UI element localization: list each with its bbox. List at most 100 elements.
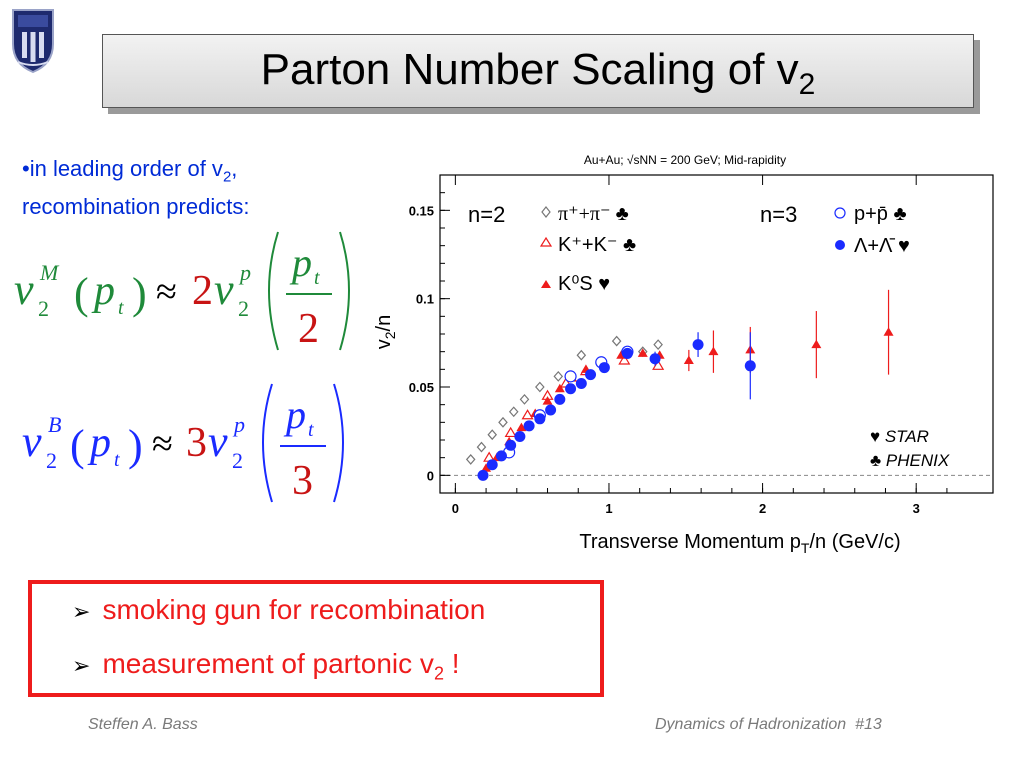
footer-title-page: Dynamics of Hadronization #13 (655, 716, 882, 733)
footer-author: Steffen A. Bass (88, 716, 198, 733)
eq1-lparen: ( (74, 269, 89, 318)
eq2-v2: v (208, 417, 228, 466)
eq2-frac-num-sub: t (308, 419, 314, 441)
eq1-v: v (14, 265, 34, 314)
data-point (576, 349, 587, 361)
university-shield-logo (12, 9, 54, 74)
eq2-coef: 3 (186, 420, 207, 466)
eq1-v2: v (214, 265, 234, 314)
legend-star: ♥ STAR (870, 427, 929, 446)
data-point (653, 339, 663, 351)
conclusion-line-1: ➢ smoking gun for recombination (72, 594, 486, 625)
data-point (487, 429, 498, 441)
eq2-v: v (22, 417, 42, 466)
data-point (598, 362, 610, 374)
data-point (534, 413, 546, 425)
data-point (477, 469, 489, 481)
eq1-rparen: ) (132, 269, 147, 318)
slide-title: Parton Number Scaling of v2 (260, 45, 816, 101)
data-point (498, 416, 508, 428)
data-point (521, 409, 534, 420)
data-point (553, 370, 564, 382)
data-point (618, 354, 631, 365)
data-point (692, 339, 704, 351)
legend-k: K⁺+K⁻ ♣ (558, 234, 636, 256)
eq1-big-lparen (268, 231, 279, 351)
eq1-sub: 2 (38, 296, 49, 321)
data-point (514, 430, 526, 442)
x-axis-label: Transverse Momentum pT/n (GeV/c) (579, 531, 900, 556)
data-point (476, 441, 487, 453)
arrow-bullet-icon: ➢ (72, 653, 91, 678)
data-point (683, 355, 694, 364)
meson-equation: v M 2 ( p t ) ≈ 2 v p 2 p t 2 (14, 231, 350, 352)
eq2-sub2: 2 (232, 448, 243, 473)
chart-title: Au+Au; √sNN = 200 GeV; Mid-rapidity (584, 153, 786, 167)
eq2-sup: B (48, 412, 61, 437)
bullet-line-1: •in leading order of v2, (22, 156, 238, 186)
data-point (708, 346, 719, 356)
y-tick-label: 0.15 (409, 203, 434, 218)
legend-lambda: Λ+Λ̄ ♥ (854, 235, 910, 257)
x-tick-label: 1 (605, 501, 612, 516)
eq1-sub2: 2 (238, 296, 249, 321)
eq2-big-rparen (333, 383, 344, 503)
eq1-approx: ≈ (156, 271, 177, 313)
x-tick-label: 3 (913, 501, 920, 516)
y-tick-label: 0.05 (409, 380, 434, 395)
eq1-arg: p (91, 268, 115, 314)
eq1-sup: M (39, 260, 60, 285)
eq1-frac-num: p (289, 240, 312, 285)
eq2-sup-p: p (232, 412, 245, 437)
data-point (744, 360, 756, 372)
title-box: Parton Number Scaling of v2 (102, 34, 974, 108)
legend-p-marker (834, 207, 846, 219)
eq1-argsub: t (118, 297, 124, 319)
legend-k-marker (539, 236, 553, 247)
arrow-bullet-icon: ➢ (72, 599, 91, 624)
legend-p: p+p̄ ♣ (854, 203, 907, 225)
data-point (564, 370, 577, 383)
data-point (575, 377, 587, 389)
x-ticks: 0 1 2 3 (452, 175, 948, 516)
eq2-rparen: ) (128, 421, 143, 470)
data-point (508, 406, 519, 418)
data-point (519, 393, 530, 405)
data-points (465, 289, 894, 481)
data-point (523, 420, 535, 432)
data-point (542, 396, 553, 405)
legend-pi: π⁺+π⁻ ♣ (558, 203, 629, 225)
legend-n2: n=2 (468, 202, 505, 227)
data-point (486, 459, 498, 471)
eq2-approx: ≈ (152, 423, 173, 465)
baryon-equation: v B 2 ( p t ) ≈ 3 v p 2 p t 3 (22, 383, 344, 504)
data-point (554, 393, 566, 405)
data-point (554, 383, 565, 393)
data-point (504, 426, 517, 438)
y-ticks: 0 0.05 0.1 0.15 (409, 192, 450, 483)
x-tick-label: 2 (759, 501, 766, 516)
v2-scaling-chart: Au+Au; √sNN = 200 GeV; Mid-rapidity 0 0.0… (373, 153, 994, 556)
conclusion-box: ➢ smoking gun for recombination ➢ measurem… (28, 580, 604, 697)
eq1-big-rparen (339, 231, 350, 351)
eq1-frac-den: 2 (298, 306, 319, 352)
legend-pi-marker (541, 206, 551, 218)
data-point (545, 404, 557, 416)
data-point (505, 439, 517, 451)
y-tick-label: 0.1 (416, 292, 434, 307)
bullet-line-2: recombination predicts: (22, 194, 250, 220)
conclusion-line-2: ➢ measurement of partonic v2 ! (72, 648, 460, 684)
legend-ks: K⁰S ♥ (558, 273, 610, 295)
eq2-frac-den: 3 (292, 458, 313, 504)
bullet-text: •in leading order of v2, recombination p… (22, 154, 249, 222)
eq1-sup-p: p (238, 260, 251, 285)
x-tick-label: 0 (452, 501, 459, 516)
data-point (516, 422, 527, 432)
data-point (565, 383, 577, 395)
y-axis-label: v2/n (373, 315, 398, 349)
eq2-arg: p (87, 420, 111, 466)
y-tick-label: 0 (427, 468, 434, 483)
data-point (611, 335, 622, 347)
data-point (811, 339, 822, 349)
eq2-sub: 2 (46, 448, 57, 473)
